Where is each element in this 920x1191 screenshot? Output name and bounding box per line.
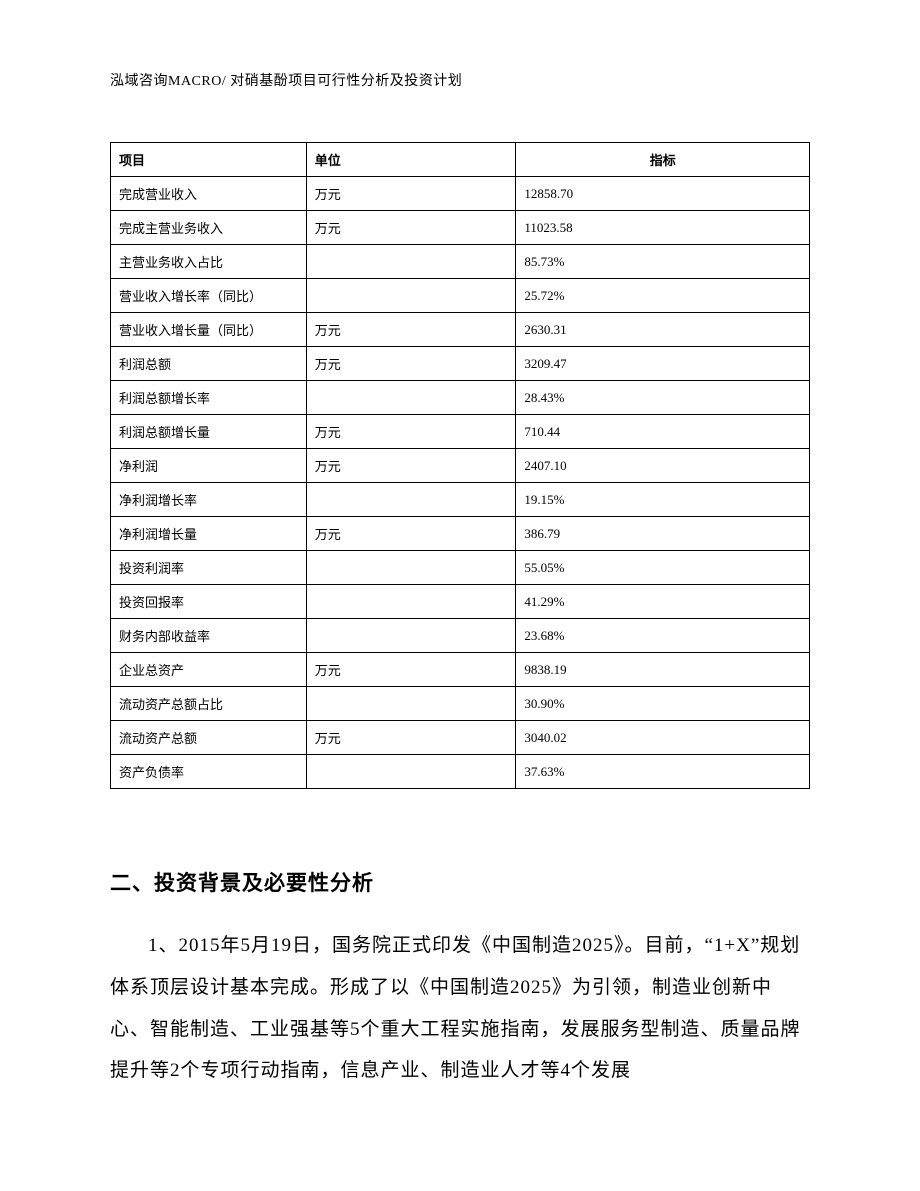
table-cell: 净利润增长量 [111,517,307,551]
table-cell [306,483,516,517]
table-row: 流动资产总额占比 30.90% [111,687,810,721]
table-cell: 营业收入增长量（同比） [111,313,307,347]
table-cell: 投资利润率 [111,551,307,585]
table-cell: 710.44 [516,415,810,449]
table-cell: 30.90% [516,687,810,721]
table-cell: 2407.10 [516,449,810,483]
table-cell: 28.43% [516,381,810,415]
table-header-cell: 指标 [516,143,810,177]
table-cell: 流动资产总额占比 [111,687,307,721]
table-cell: 3209.47 [516,347,810,381]
table-header-cell: 项目 [111,143,307,177]
financial-table: 项目 单位 指标 完成营业收入万元12858.70完成主营业务收入万元11023… [110,142,810,789]
table-cell: 万元 [306,347,516,381]
table-row: 企业总资产万元9838.19 [111,653,810,687]
table-cell: 流动资产总额 [111,721,307,755]
table-cell: 万元 [306,517,516,551]
table-row: 净利润万元2407.10 [111,449,810,483]
table-cell: 营业收入增长率（同比） [111,279,307,313]
table-cell: 万元 [306,653,516,687]
table-cell: 资产负债率 [111,755,307,789]
table-cell: 主营业务收入占比 [111,245,307,279]
table-cell: 12858.70 [516,177,810,211]
table-row: 营业收入增长量（同比）万元2630.31 [111,313,810,347]
table-cell [306,245,516,279]
table-cell: 11023.58 [516,211,810,245]
table-cell [306,687,516,721]
table-cell [306,551,516,585]
table-cell: 净利润 [111,449,307,483]
table-cell: 万元 [306,313,516,347]
table-cell [306,279,516,313]
table-cell [306,755,516,789]
table-row: 净利润增长率 19.15% [111,483,810,517]
table-cell: 投资回报率 [111,585,307,619]
table-cell: 37.63% [516,755,810,789]
table-row: 净利润增长量万元386.79 [111,517,810,551]
table-cell: 完成营业收入 [111,177,307,211]
table-cell: 3040.02 [516,721,810,755]
table-cell: 完成主营业务收入 [111,211,307,245]
table-cell [306,619,516,653]
section-heading: 二、投资背景及必要性分析 [110,867,810,897]
table-cell: 万元 [306,449,516,483]
table-cell [306,585,516,619]
table-cell: 万元 [306,211,516,245]
page-header: 泓域咨询MACRO/ 对硝基酚项目可行性分析及投资计划 [110,70,810,90]
table-cell: 85.73% [516,245,810,279]
table-cell: 19.15% [516,483,810,517]
table-row: 主营业务收入占比 85.73% [111,245,810,279]
table-cell: 利润总额 [111,347,307,381]
table-header-row: 项目 单位 指标 [111,143,810,177]
table-row: 营业收入增长率（同比） 25.72% [111,279,810,313]
table-row: 流动资产总额万元3040.02 [111,721,810,755]
table-cell: 25.72% [516,279,810,313]
table-cell: 万元 [306,177,516,211]
table-row: 资产负债率 37.63% [111,755,810,789]
table-row: 利润总额万元3209.47 [111,347,810,381]
table-row: 利润总额增长量万元710.44 [111,415,810,449]
table-cell: 386.79 [516,517,810,551]
table-cell: 9838.19 [516,653,810,687]
table-cell: 财务内部收益率 [111,619,307,653]
table-row: 利润总额增长率 28.43% [111,381,810,415]
section-paragraph: 1、2015年5月19日，国务院正式印发《中国制造2025》。目前，“1+X”规… [110,925,810,1092]
table-row: 完成主营业务收入万元11023.58 [111,211,810,245]
table-cell: 利润总额增长率 [111,381,307,415]
table-cell [306,381,516,415]
table-cell: 2630.31 [516,313,810,347]
table-cell: 23.68% [516,619,810,653]
table-row: 投资回报率 41.29% [111,585,810,619]
table-row: 完成营业收入万元12858.70 [111,177,810,211]
table-cell: 55.05% [516,551,810,585]
table-row: 财务内部收益率 23.68% [111,619,810,653]
table-cell: 企业总资产 [111,653,307,687]
table-cell: 41.29% [516,585,810,619]
table-header-cell: 单位 [306,143,516,177]
table-cell: 利润总额增长量 [111,415,307,449]
table-cell: 万元 [306,415,516,449]
table-row: 投资利润率 55.05% [111,551,810,585]
table-cell: 净利润增长率 [111,483,307,517]
table-cell: 万元 [306,721,516,755]
